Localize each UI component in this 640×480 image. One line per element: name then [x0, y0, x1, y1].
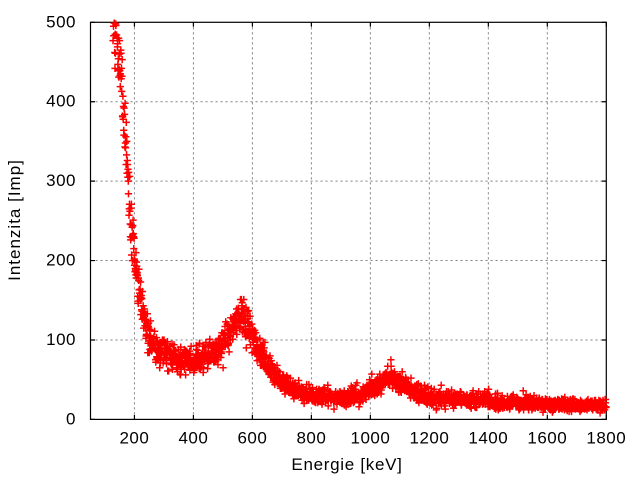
svg-text:200: 200: [119, 428, 149, 447]
svg-text:Energie [keV]: Energie [keV]: [291, 455, 402, 474]
svg-text:1800: 1800: [586, 428, 626, 447]
svg-text:500: 500: [46, 12, 76, 31]
svg-text:100: 100: [46, 330, 76, 349]
svg-text:600: 600: [237, 428, 267, 447]
svg-text:400: 400: [178, 428, 208, 447]
svg-text:1000: 1000: [350, 428, 390, 447]
svg-text:400: 400: [46, 92, 76, 111]
svg-text:1400: 1400: [468, 428, 508, 447]
svg-text:0: 0: [66, 409, 76, 428]
svg-text:300: 300: [46, 171, 76, 190]
svg-text:200: 200: [46, 251, 76, 270]
svg-text:Intenzita [Imp]: Intenzita [Imp]: [5, 159, 24, 281]
svg-text:1200: 1200: [409, 428, 449, 447]
svg-text:800: 800: [296, 428, 326, 447]
svg-text:1600: 1600: [527, 428, 567, 447]
